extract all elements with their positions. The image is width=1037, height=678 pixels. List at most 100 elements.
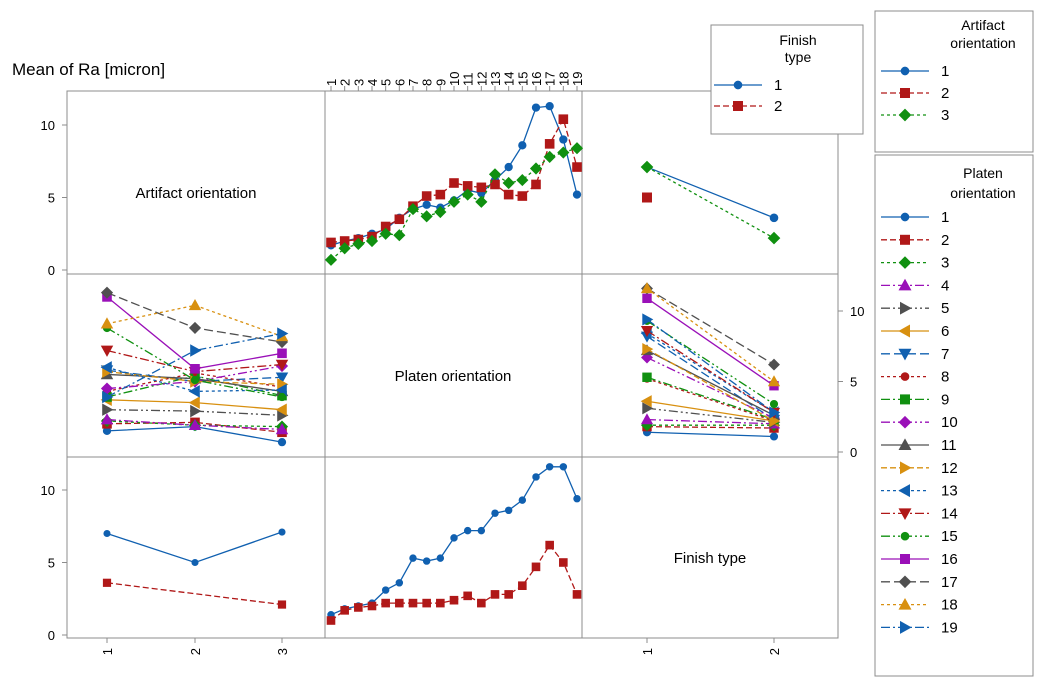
artifact-by-platen-series-15-point-3	[277, 392, 287, 402]
artifact-by-platen-series-18-point-1	[100, 317, 114, 329]
legend-artifact-item-2-marker	[900, 88, 910, 98]
artifact-by-platen-series-16-point-3	[277, 348, 287, 359]
top-tick-label-4: 4	[365, 79, 380, 86]
platen-by-artifact-series-1-point-18	[559, 135, 568, 144]
artifact-by-finish-series-2-line	[106, 582, 283, 606]
top-tick-label-15: 15	[515, 72, 530, 86]
top-tick-label-19: 19	[570, 72, 585, 86]
platen-by-finish-series-1-point-12	[477, 526, 486, 535]
platen-by-finish-series-2-point-9	[436, 598, 445, 608]
platen-by-finish-series-2-point-4	[367, 601, 377, 611]
platen-by-artifact-series-2-point-17	[544, 139, 555, 149]
legend-platen-item-15-label: 15	[941, 528, 958, 545]
platen-by-artifact-series-2-point-16	[531, 179, 541, 190]
artifact-by-finish-series-1-point-2	[191, 558, 199, 567]
finish-by-platen-series-15-point-2	[769, 399, 779, 409]
platen-by-artifact-series-3-point-15	[516, 174, 529, 187]
platen-by-finish-series-1-point-15	[518, 496, 527, 504]
bottom-tick-label-artifact-2: 2	[188, 648, 203, 655]
bottom-tick-label-artifact-1: 1	[100, 648, 115, 655]
platen-by-artifact-series-3-point-10	[447, 195, 461, 208]
platen-by-artifact-series-2-point-8	[421, 191, 432, 201]
legend-platen-title-line1: Platen	[963, 165, 1003, 181]
finish-by-platen-series-1-point-2	[769, 432, 779, 441]
finish-by-platen-series-8-line	[646, 378, 775, 422]
finish-by-platen-series-19-point-2	[769, 406, 781, 419]
finish-by-platen-series-18-point-1	[640, 282, 654, 294]
platen-by-artifact-series-1-point-16	[531, 103, 541, 112]
finish-by-platen-series-4-line	[646, 418, 775, 425]
platen-by-finish-series-2-point-13	[490, 590, 500, 599]
platen-by-artifact-series-3-point-17	[543, 150, 556, 163]
artifact-by-platen-series-4-point-1	[100, 413, 114, 425]
top-tick-label-11: 11	[461, 73, 476, 87]
platen-by-artifact-series-3-point-13	[488, 168, 502, 181]
legend-platen-item-18-label: 18	[941, 597, 958, 614]
legend-finish-item-2-label: 2	[774, 98, 782, 115]
finish-by-platen-series-7-line	[646, 335, 775, 421]
artifact-by-platen-series-15-point-2	[190, 375, 200, 385]
platen-by-finish-series-1-point-14	[504, 506, 513, 515]
platen-by-artifact-series-2-point-19	[572, 162, 582, 172]
platen-by-finish-series-2-point-7	[408, 598, 418, 608]
platen-by-artifact-series-1-point-19	[572, 190, 582, 199]
finish-by-platen-series-11-line	[646, 349, 775, 416]
platen-by-artifact-series-3-point-2	[338, 242, 351, 255]
platen-by-finish-series-2-point-18	[559, 558, 568, 567]
platen-by-artifact-series-1-point-15	[518, 141, 527, 150]
legend-platen-item-11-label: 11	[941, 437, 957, 454]
platen-by-finish-series-2-point-15	[518, 581, 527, 591]
legend-platen-item-4-marker	[898, 278, 912, 291]
legend-artifact-item-3-marker	[898, 108, 912, 122]
platen-by-finish-series-1-point-13	[491, 509, 499, 517]
platen-by-artifact-series-3-point-18	[557, 146, 570, 159]
platen-by-artifact-series-3-point-4	[365, 234, 379, 248]
finish-by-platen-series-5-line	[646, 407, 775, 424]
artifact-by-platen-series-14-point-1	[100, 345, 114, 357]
right-tick-label-0: 0	[850, 445, 857, 460]
diagonal-label-platen: Platen orientation	[395, 368, 512, 385]
artifact-by-platen-series-7-line	[106, 369, 283, 383]
top-tick-label-18: 18	[556, 72, 571, 86]
finish-by-platen-series-12-point-2	[769, 414, 781, 428]
legend-platen-item-6-marker	[898, 324, 910, 338]
legend-platen-item-10-label: 10	[941, 414, 958, 431]
finish-by-platen-series-16-point-1	[642, 293, 652, 304]
finish-by-platen-series-9-line	[646, 376, 775, 421]
artifact-by-platen-series-3-line	[106, 420, 283, 428]
chart-axes: 0510051005101234567891011121314151617181…	[41, 72, 865, 656]
platen-by-artifact-series-2-point-9	[435, 189, 446, 200]
legend-finish-item-1-label: 1	[774, 77, 782, 94]
artifact-by-platen-series-5-point-2	[190, 404, 202, 418]
top-tick-label-3: 3	[351, 79, 366, 86]
finish-by-platen-series-18-point-2	[767, 375, 781, 387]
panel-finish-by-artifact	[640, 160, 781, 245]
legend-artifact-box	[874, 10, 1034, 153]
legend-platen-item-2-marker	[900, 234, 910, 245]
legend-artifact-item-3-label: 3	[941, 107, 949, 124]
legend-platen-item-5-label: 5	[941, 300, 949, 317]
platen-by-artifact-series-1-point-14	[504, 162, 513, 172]
legend-platen-item-13-marker	[898, 484, 910, 498]
finish-by-artifact-series-2-point-1	[642, 192, 652, 203]
artifact-by-platen-series-19-line	[106, 332, 283, 398]
legend-finish-box	[710, 24, 864, 135]
legend-finish-title-line1: Finish	[779, 32, 816, 48]
panel-platen-by-artifact	[324, 101, 584, 266]
legend-platen-item-16-label: 16	[941, 551, 958, 568]
finish-by-artifact-series-3-point-2	[767, 231, 781, 245]
artifact-by-platen-series-1-point-3	[277, 437, 287, 447]
finish-by-platen-series-12-point-1	[642, 342, 654, 356]
legend-platen-item-9-label: 9	[941, 391, 949, 408]
top-tick-label-1: 1	[324, 79, 339, 86]
y-axis-label: Mean of Ra [micron]	[12, 60, 165, 79]
left-tick-label-row1-0: 0	[48, 263, 55, 278]
platen-by-artifact-series-2-point-18	[558, 114, 569, 125]
finish-by-platen-series-19-point-1	[642, 313, 654, 326]
artifact-by-platen-series-14-point-3	[275, 359, 289, 371]
finish-by-platen-series-15-line	[646, 320, 775, 405]
finish-by-platen-series-10-line	[646, 356, 775, 419]
finish-by-platen-series-9-point-1	[642, 372, 652, 382]
platen-by-finish-series-2-point-14	[504, 590, 513, 599]
artifact-by-finish-series-2-point-1	[102, 578, 112, 587]
